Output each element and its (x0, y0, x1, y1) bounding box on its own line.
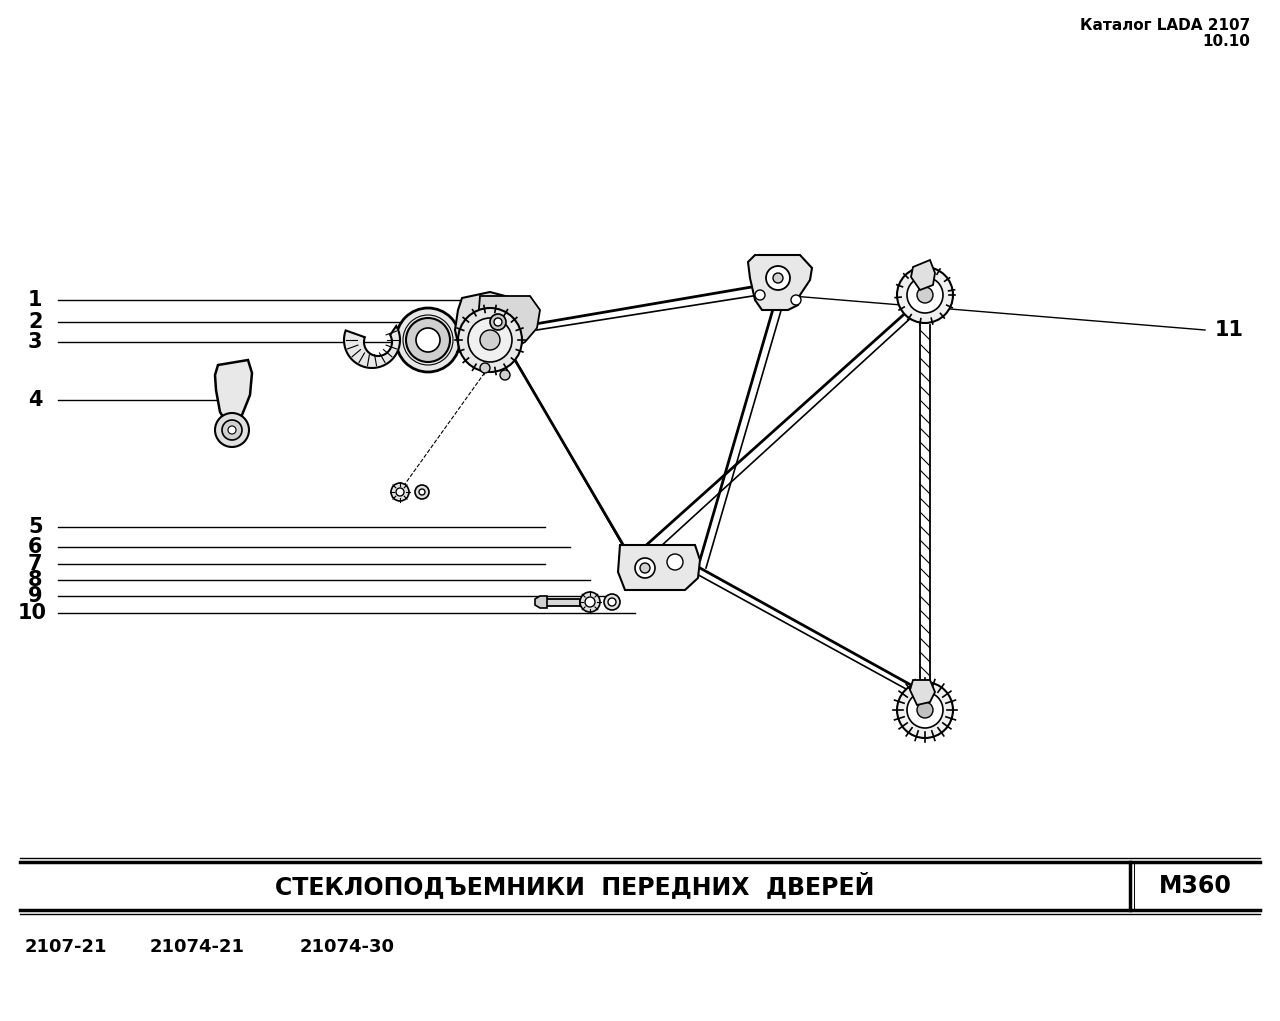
Text: 21074-30: 21074-30 (300, 938, 396, 956)
Circle shape (415, 485, 429, 499)
Circle shape (585, 597, 595, 607)
Text: 8: 8 (28, 570, 42, 590)
Circle shape (908, 277, 943, 313)
Circle shape (897, 268, 954, 323)
Circle shape (458, 308, 522, 372)
Text: Каталог LADA 2107: Каталог LADA 2107 (1080, 18, 1251, 33)
Circle shape (608, 598, 616, 606)
Text: 1: 1 (28, 290, 42, 310)
Text: 3: 3 (28, 332, 42, 352)
Polygon shape (344, 326, 399, 368)
Circle shape (916, 287, 933, 303)
Circle shape (635, 558, 655, 578)
Circle shape (228, 426, 236, 434)
Bar (545, 599, 580, 606)
Circle shape (416, 328, 440, 352)
Circle shape (396, 488, 404, 496)
Circle shape (908, 692, 943, 728)
Circle shape (580, 592, 600, 612)
Circle shape (406, 318, 451, 362)
Circle shape (604, 594, 620, 610)
Circle shape (765, 266, 790, 290)
Circle shape (396, 308, 460, 372)
Circle shape (755, 290, 765, 300)
Text: 2107-21: 2107-21 (26, 938, 108, 956)
Text: М360: М360 (1158, 874, 1231, 898)
Polygon shape (454, 292, 525, 364)
Circle shape (667, 554, 684, 570)
Text: 11: 11 (1215, 320, 1244, 340)
Circle shape (390, 483, 410, 501)
Circle shape (480, 363, 490, 373)
Text: 10: 10 (18, 603, 47, 623)
Circle shape (419, 489, 425, 495)
Circle shape (916, 702, 933, 718)
Circle shape (494, 318, 502, 326)
Circle shape (500, 370, 509, 380)
Circle shape (480, 330, 500, 350)
Text: 7: 7 (28, 554, 42, 574)
Circle shape (897, 682, 954, 738)
Circle shape (773, 273, 783, 283)
Text: 10.10: 10.10 (1202, 34, 1251, 49)
Polygon shape (911, 260, 934, 290)
Circle shape (791, 295, 801, 305)
Polygon shape (748, 255, 812, 310)
Polygon shape (215, 360, 252, 428)
Text: 2: 2 (28, 312, 42, 332)
Circle shape (221, 420, 242, 440)
Text: 6: 6 (28, 537, 42, 557)
Polygon shape (535, 596, 547, 607)
Circle shape (468, 318, 512, 362)
Text: 21074-21: 21074-21 (150, 938, 244, 956)
Text: 9: 9 (28, 586, 42, 606)
Polygon shape (910, 680, 934, 704)
Text: 4: 4 (28, 390, 42, 410)
Polygon shape (618, 545, 700, 590)
Circle shape (215, 414, 250, 447)
Circle shape (490, 314, 506, 330)
Polygon shape (477, 296, 540, 350)
Text: СТЕКЛОПОДЪЕМНИКИ  ПЕРЕДНИХ  ДВЕРЕЙ: СТЕКЛОПОДЪЕМНИКИ ПЕРЕДНИХ ДВЕРЕЙ (275, 873, 874, 900)
Text: 5: 5 (28, 517, 42, 537)
Circle shape (640, 563, 650, 573)
